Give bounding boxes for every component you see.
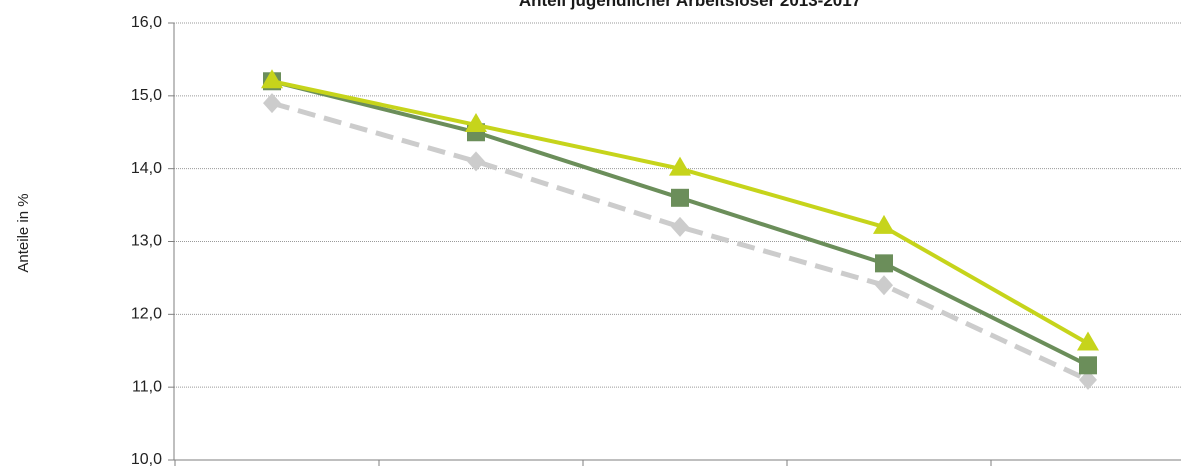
series-line [271, 100, 1090, 383]
data-point [671, 216, 689, 237]
y-tick-label: 11,0 [132, 378, 162, 395]
y-tick-label: 12,0 [131, 306, 162, 323]
data-point [875, 275, 893, 296]
data-point [467, 151, 485, 172]
data-point [873, 214, 895, 234]
data-point [1077, 331, 1099, 351]
data-point [1079, 369, 1097, 390]
data-point [263, 93, 281, 114]
y-tick-label: 14,0 [131, 160, 162, 177]
data-point [669, 156, 691, 176]
data-point [465, 112, 487, 132]
y-axis-label: Anteile in % [15, 193, 32, 272]
y-axis-ticks: 10,0 11,0 12,0 13,0 14,0 15,0 16,0 [131, 14, 174, 468]
series-3 [261, 69, 1099, 351]
data-point [1079, 356, 1097, 375]
y-tick-label: 13,0 [131, 233, 162, 250]
data-point [875, 254, 893, 273]
y-tick-label: 16,0 [131, 14, 162, 31]
y-tick-label: 10,0 [131, 451, 162, 468]
series-1 [263, 93, 1097, 390]
data-point [671, 188, 689, 207]
data-point [261, 69, 283, 89]
chart-title: Anteil jugendlicher Arbeitsloser 2013-20… [519, 0, 861, 10]
y-tick-label: 15,0 [131, 87, 162, 104]
series-group [261, 69, 1099, 390]
axes [173, 23, 1181, 466]
